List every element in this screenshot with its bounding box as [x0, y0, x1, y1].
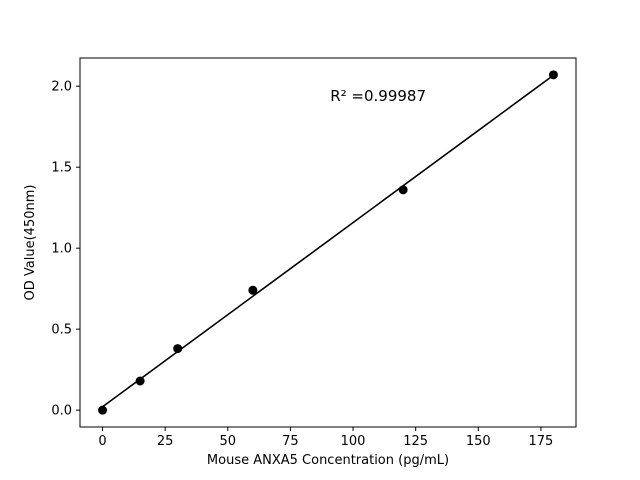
data-point: [548, 70, 558, 80]
x-tick-label: 75: [282, 434, 299, 449]
data-point: [98, 405, 108, 415]
y-axis-label: OD Value(450nm): [23, 185, 38, 301]
data-point: [398, 185, 408, 195]
r-squared-annotation: R² =0.99987: [330, 87, 426, 105]
x-tick-label: 100: [341, 434, 366, 449]
x-tick-label: 125: [403, 434, 428, 449]
data-point: [173, 344, 183, 354]
y-tick-label: 0.5: [51, 323, 72, 338]
data-point: [248, 285, 258, 295]
plot-frame: [79, 57, 577, 428]
x-tick-label: 175: [529, 434, 554, 449]
x-tick-label: 50: [220, 434, 237, 449]
y-tick-label: 1.0: [51, 242, 72, 257]
x-tick-label: 25: [157, 434, 174, 449]
data-point: [135, 376, 145, 386]
x-tick-label: 0: [98, 434, 106, 449]
x-axis-label: Mouse ANXA5 Concentration (pg/mL): [207, 453, 449, 468]
x-tick-label: 150: [466, 434, 491, 449]
y-tick-label: 0.0: [51, 404, 72, 419]
y-tick-label: 1.5: [51, 161, 72, 176]
y-tick-label: 2.0: [51, 80, 72, 95]
